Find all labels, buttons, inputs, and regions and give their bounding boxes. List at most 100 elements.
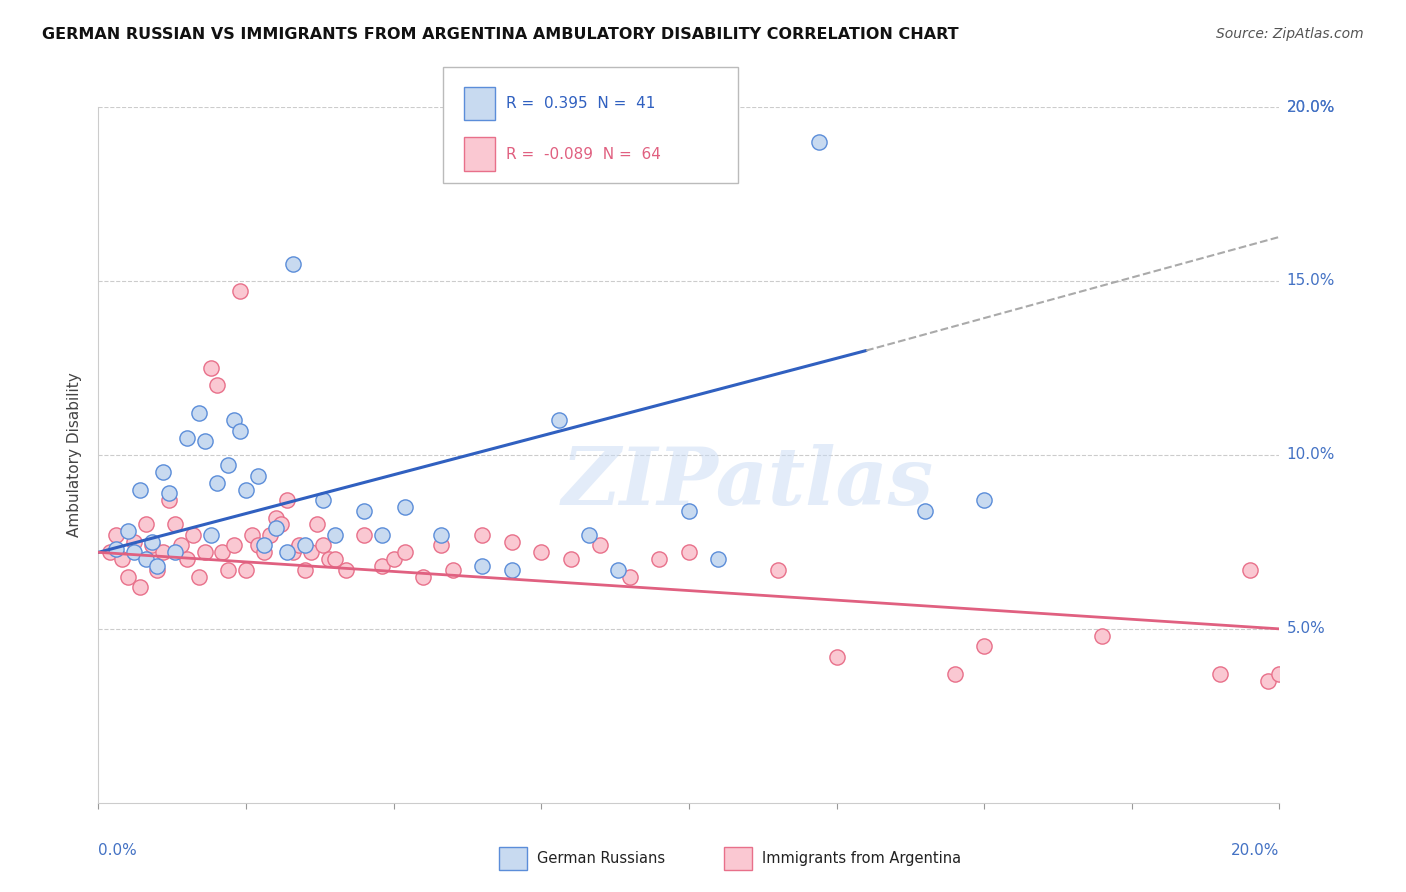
Point bbox=[501, 534, 523, 549]
Point bbox=[146, 559, 169, 574]
Point bbox=[224, 538, 246, 552]
Point bbox=[305, 517, 328, 532]
Point bbox=[412, 570, 434, 584]
Text: 20.0%: 20.0% bbox=[1232, 843, 1279, 858]
Point bbox=[678, 503, 700, 517]
Point bbox=[1091, 629, 1114, 643]
Point bbox=[246, 468, 269, 483]
Point bbox=[187, 406, 209, 420]
Point bbox=[825, 649, 848, 664]
Point bbox=[122, 534, 145, 549]
Point bbox=[122, 545, 145, 559]
Point bbox=[205, 378, 228, 392]
Point bbox=[141, 534, 163, 549]
Point bbox=[430, 538, 453, 552]
Point bbox=[294, 538, 316, 552]
Point bbox=[471, 528, 494, 542]
Point bbox=[283, 256, 305, 270]
Point bbox=[235, 563, 257, 577]
Point bbox=[253, 545, 276, 559]
Point bbox=[943, 667, 966, 681]
Point bbox=[471, 559, 494, 574]
Point bbox=[253, 538, 276, 552]
Point bbox=[135, 552, 157, 566]
Point bbox=[619, 570, 641, 584]
Point bbox=[548, 413, 571, 427]
Point bbox=[766, 563, 789, 577]
Point bbox=[501, 563, 523, 577]
Point bbox=[371, 528, 394, 542]
Point bbox=[111, 552, 134, 566]
Point bbox=[264, 521, 287, 535]
Text: GERMAN RUSSIAN VS IMMIGRANTS FROM ARGENTINA AMBULATORY DISABILITY CORRELATION CH: GERMAN RUSSIAN VS IMMIGRANTS FROM ARGENT… bbox=[42, 27, 959, 42]
Point bbox=[430, 528, 453, 542]
Point bbox=[235, 483, 257, 497]
Point bbox=[973, 493, 995, 508]
Point bbox=[181, 528, 204, 542]
Point bbox=[194, 545, 217, 559]
Point bbox=[264, 510, 287, 524]
Point bbox=[1268, 667, 1291, 681]
Point bbox=[914, 503, 936, 517]
Point bbox=[229, 285, 252, 299]
Point bbox=[353, 503, 375, 517]
Text: 20.0%: 20.0% bbox=[1286, 100, 1334, 114]
Point bbox=[973, 639, 995, 653]
Point bbox=[200, 528, 222, 542]
Point bbox=[288, 538, 311, 552]
Point bbox=[165, 517, 187, 532]
Point bbox=[678, 545, 700, 559]
Point bbox=[240, 528, 263, 542]
Point bbox=[157, 486, 180, 500]
Point bbox=[607, 563, 630, 577]
Point bbox=[807, 135, 830, 149]
Point bbox=[105, 528, 128, 542]
Point bbox=[312, 493, 335, 508]
Point bbox=[200, 360, 222, 375]
Point bbox=[1257, 674, 1279, 689]
Point bbox=[229, 424, 252, 438]
Point bbox=[105, 541, 128, 556]
Point bbox=[589, 538, 612, 552]
Point bbox=[117, 524, 139, 539]
Point bbox=[141, 538, 163, 552]
Point bbox=[353, 528, 375, 542]
Point bbox=[205, 475, 228, 490]
Point bbox=[176, 430, 198, 444]
Point bbox=[194, 434, 217, 448]
Point bbox=[299, 545, 322, 559]
Point bbox=[176, 552, 198, 566]
Text: German Russians: German Russians bbox=[537, 851, 665, 866]
Point bbox=[165, 545, 187, 559]
Text: 0.0%: 0.0% bbox=[98, 843, 138, 858]
Point bbox=[530, 545, 553, 559]
Point bbox=[211, 545, 233, 559]
Point bbox=[283, 545, 305, 559]
Point bbox=[648, 552, 671, 566]
Point bbox=[152, 545, 174, 559]
Point bbox=[1209, 667, 1232, 681]
Point bbox=[270, 517, 292, 532]
Point bbox=[382, 552, 405, 566]
Text: R =  0.395  N =  41: R = 0.395 N = 41 bbox=[506, 96, 655, 111]
Point bbox=[394, 545, 416, 559]
Point bbox=[217, 563, 239, 577]
Text: 10.0%: 10.0% bbox=[1286, 448, 1334, 462]
Point bbox=[323, 552, 346, 566]
Point bbox=[187, 570, 209, 584]
Point bbox=[312, 538, 335, 552]
Point bbox=[170, 538, 193, 552]
Point bbox=[707, 552, 730, 566]
Point bbox=[152, 466, 174, 480]
Point bbox=[560, 552, 582, 566]
Y-axis label: Ambulatory Disability: Ambulatory Disability bbox=[67, 373, 83, 537]
Point bbox=[276, 545, 298, 559]
Point bbox=[146, 563, 169, 577]
Text: R =  -0.089  N =  64: R = -0.089 N = 64 bbox=[506, 147, 661, 161]
Text: Source: ZipAtlas.com: Source: ZipAtlas.com bbox=[1216, 27, 1364, 41]
Text: Immigrants from Argentina: Immigrants from Argentina bbox=[762, 851, 962, 866]
Point bbox=[128, 483, 150, 497]
Point bbox=[224, 413, 246, 427]
Point bbox=[578, 528, 600, 542]
Point bbox=[259, 528, 281, 542]
